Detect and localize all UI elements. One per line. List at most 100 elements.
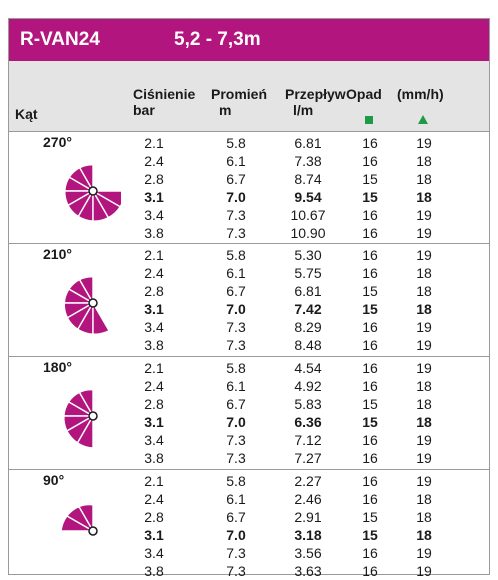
flow-value: 7.12	[294, 432, 322, 448]
radius-value: 6.1	[226, 378, 246, 394]
table-row: 2.1 5.8 4.54 16 19	[9, 359, 489, 377]
table-row: 3.1 7.0 7.42 15 18	[9, 300, 489, 318]
precip-square-value: 16	[362, 265, 378, 281]
precip-triangle-value: 18	[416, 491, 432, 507]
table-row: 3.4 7.3 7.12 16 19	[9, 431, 489, 449]
radius-value: 5.8	[226, 135, 246, 151]
flow-value: 5.75	[294, 265, 322, 281]
table-row: 3.1 7.0 9.54 15 18	[9, 188, 489, 206]
table-row: 2.8 6.7 8.74 15 18	[9, 170, 489, 188]
radius-value: 6.7	[226, 283, 246, 299]
precip-square-value: 16	[362, 319, 378, 335]
radius-value: 5.8	[226, 360, 246, 376]
radius-value: 6.7	[226, 171, 246, 187]
table-row: 3.1 7.0 3.18 15 18	[9, 526, 489, 544]
spray-pattern-icon	[64, 164, 121, 222]
precip-triangle-value: 18	[416, 527, 432, 543]
pressure-value: 3.1	[144, 414, 164, 430]
flow-value: 8.29	[294, 319, 322, 335]
flow-value: 7.38	[294, 153, 322, 169]
table-row: 2.8 6.7 2.91 15 18	[9, 508, 489, 526]
spray-nozzle-table: R-VAN24 5,2 - 7,3m Kąt Ciśnienie bar Pro…	[8, 18, 490, 579]
table-row: 3.8 7.3 8.48 16 19	[9, 336, 489, 354]
header-pressure-unit: bar	[133, 102, 155, 118]
radius-value: 6.7	[226, 509, 246, 525]
flow-value: 5.83	[294, 396, 322, 412]
pressure-value: 2.4	[144, 491, 164, 507]
radius-value: 7.3	[226, 319, 246, 335]
precip-square-value: 15	[362, 527, 378, 543]
pressure-value: 3.8	[144, 337, 164, 353]
pressure-value: 2.8	[144, 396, 164, 412]
flow-value: 8.48	[294, 337, 322, 353]
header-flow-unit: l/m	[293, 102, 314, 118]
pressure-value: 2.1	[144, 473, 164, 489]
precip-square-value: 16	[362, 247, 378, 263]
precip-triangle-value: 19	[416, 225, 432, 241]
flow-value: 4.54	[294, 360, 322, 376]
radius-value: 6.1	[226, 153, 246, 169]
table-row: 2.1 5.8 5.30 16 19	[9, 246, 489, 264]
pressure-value: 3.8	[144, 563, 164, 579]
arc-angle-label: 270°	[43, 134, 72, 150]
pressure-value: 2.1	[144, 247, 164, 263]
arc-section: 180° 2.1 5.8 4.54 16 19 2.4 6.1 4.92 16 18 2.8 6.7 5.…	[9, 356, 489, 470]
flow-value: 6.81	[294, 135, 322, 151]
flow-value: 7.27	[294, 450, 322, 466]
precip-triangle-value: 18	[416, 153, 432, 169]
precip-square-value: 16	[362, 450, 378, 466]
header-precipitation: Opad	[346, 86, 382, 102]
precip-triangle-value: 19	[416, 473, 432, 489]
header-flow: Przepływ	[285, 86, 346, 102]
table-row: 2.8 6.7 5.83 15 18	[9, 395, 489, 413]
pressure-value: 3.4	[144, 545, 164, 561]
flow-value: 10.90	[290, 225, 326, 241]
precip-square-value: 16	[362, 225, 378, 241]
flow-value: 6.81	[294, 283, 322, 299]
radius-value: 5.8	[226, 247, 246, 263]
radius-value: 6.1	[226, 265, 246, 281]
table-row: 2.1 5.8 2.27 16 19	[9, 472, 489, 490]
pressure-value: 2.1	[144, 135, 164, 151]
precip-triangle-value: 18	[416, 189, 432, 205]
precip-square-value: 16	[362, 378, 378, 394]
arc-angle-label: 180°	[43, 359, 72, 375]
flow-value: 4.92	[294, 378, 322, 394]
arc-section: 210° 2.1 5.8 5.30 16 19 2.4 6.1 5.75 16 18 2.8 6.7 6.…	[9, 243, 489, 357]
flow-value: 3.18	[294, 527, 322, 543]
precip-triangle-value: 19	[416, 360, 432, 376]
arc-angle-label: 90°	[43, 472, 65, 488]
precip-square-value: 15	[362, 171, 378, 187]
precip-square-value: 15	[362, 283, 378, 299]
precip-square-value: 16	[362, 432, 378, 448]
flow-value: 5.30	[294, 247, 322, 263]
precip-triangle-value: 18	[416, 171, 432, 187]
header-precipitation-unit: (mm/h)	[397, 86, 444, 102]
radius-value: 7.3	[226, 432, 246, 448]
radius-value: 5.8	[226, 473, 246, 489]
flow-value: 6.36	[294, 414, 322, 430]
precip-square-value: 16	[362, 360, 378, 376]
precip-square-value: 15	[362, 396, 378, 412]
table-row: 2.4 6.1 2.46 16 18	[9, 490, 489, 508]
precip-square-value: 16	[362, 473, 378, 489]
radius-value: 7.3	[226, 225, 246, 241]
spray-pattern-icon	[63, 389, 98, 449]
pressure-value: 2.8	[144, 171, 164, 187]
arc-section: 270° 2.1 5.8 6.81 16 19 2.4 6.1 7.38 16 18 2.8 6.7 8.…	[9, 131, 489, 244]
table-row: 3.4 7.3 3.56 16 19	[9, 544, 489, 562]
precip-square-value: 16	[362, 337, 378, 353]
triangle-marker-icon	[418, 115, 428, 124]
table-header: Kąt Ciśnienie bar Promień m Przepływ l/m…	[9, 61, 489, 132]
precip-triangle-value: 19	[416, 247, 432, 263]
radius-value: 7.0	[226, 189, 246, 205]
precip-triangle-value: 18	[416, 414, 432, 430]
pressure-value: 3.8	[144, 225, 164, 241]
table-row: 3.4 7.3 8.29 16 19	[9, 318, 489, 336]
precip-triangle-value: 19	[416, 545, 432, 561]
pressure-value: 2.1	[144, 360, 164, 376]
precip-triangle-value: 19	[416, 563, 432, 579]
pressure-value: 2.8	[144, 509, 164, 525]
radius-value: 7.3	[226, 563, 246, 579]
precip-triangle-value: 19	[416, 207, 432, 223]
